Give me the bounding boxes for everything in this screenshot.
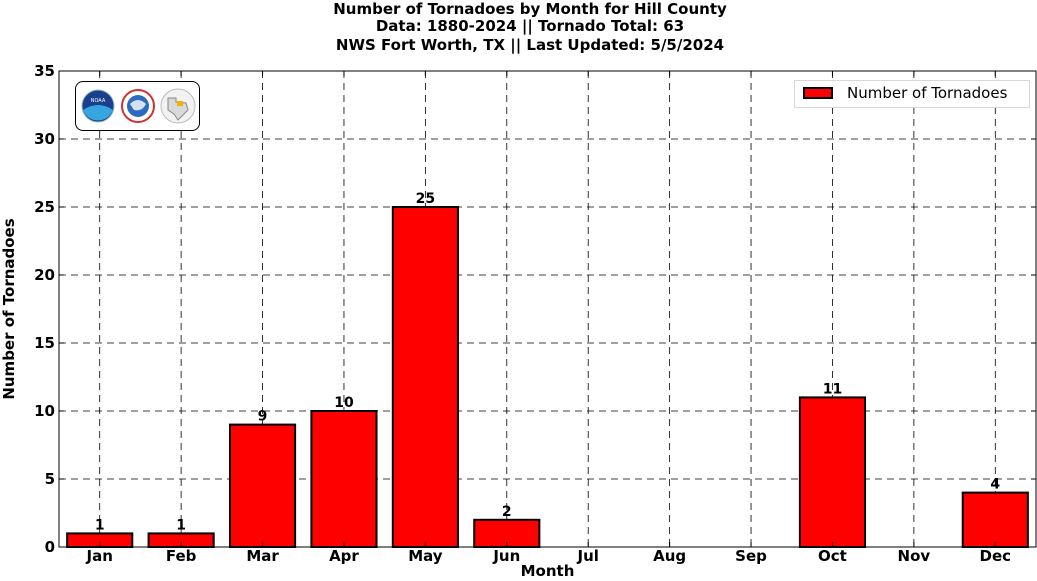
- y-tick-label: 10: [34, 402, 55, 420]
- noaa-logo-icon: NOAA: [81, 89, 115, 123]
- chart-title-line-1: Number of Tornadoes by Month for Hill Co…: [333, 0, 727, 18]
- data-label-mar: 9: [258, 409, 268, 425]
- data-label-jan: 1: [95, 517, 105, 533]
- y-axis-label: Number of Tornadoes: [0, 218, 18, 399]
- y-tick-label: 5: [45, 470, 55, 488]
- bar-may: [391, 206, 459, 548]
- data-label-oct: 11: [823, 381, 842, 397]
- data-label-apr: 10: [334, 395, 354, 411]
- data-label-may: 25: [416, 191, 435, 207]
- nws-logo-icon: [121, 89, 155, 123]
- agency-logos: NOAA: [75, 81, 200, 131]
- y-tick-label: 25: [34, 198, 55, 216]
- data-label-dec: 4: [990, 477, 1000, 493]
- x-tick-label: Oct: [818, 547, 847, 565]
- x-tick-label: Nov: [898, 547, 931, 565]
- legend-label: Number of Tornadoes: [847, 84, 1008, 102]
- y-tick-label: 20: [34, 266, 55, 284]
- x-tick-label: Jan: [86, 547, 113, 565]
- x-tick-label: Jun: [492, 547, 520, 565]
- svg-text:NOAA: NOAA: [91, 98, 106, 104]
- logos-graphic: NOAA: [81, 88, 196, 124]
- y-tick-label: 30: [34, 130, 55, 148]
- x-tick-label: Sep: [735, 547, 767, 565]
- data-label-jun: 2: [502, 504, 512, 520]
- x-axis: Jan Feb Mar Apr May Jun Jul Aug Sep Oct Nov Dec: [86, 71, 1012, 565]
- y-tick-label: 15: [34, 334, 55, 352]
- x-axis-label: Month: [521, 562, 575, 580]
- chart-title-line-3: NWS Fort Worth, TX || Last Updated: 5/5/…: [335, 36, 725, 54]
- y-tick-label: 0: [45, 538, 55, 556]
- bar-oct: [798, 396, 867, 548]
- data-label-feb: 1: [176, 517, 186, 533]
- bar-apr: [310, 410, 378, 548]
- x-tick-label: May: [408, 547, 443, 565]
- x-tick-label: Dec: [980, 547, 1012, 565]
- x-tick-label: Mar: [246, 547, 279, 565]
- x-tick-label: Aug: [653, 547, 686, 565]
- x-tick-label: Jul: [577, 547, 599, 565]
- y-tick-label: 35: [34, 62, 55, 80]
- legend-swatch: [803, 87, 833, 99]
- legend: Number of Tornadoes: [794, 80, 1030, 108]
- chart-title-line-2: Data: 1880-2024 || Tornado Total: 63: [375, 17, 685, 35]
- plot-frame: [58, 70, 1037, 548]
- x-tick-label: Feb: [166, 547, 197, 565]
- bar-dec: [961, 491, 1029, 549]
- y-axis: 0 5 10 15 20 25 30 35: [34, 62, 1036, 556]
- x-tick-label: Apr: [329, 547, 359, 565]
- bars: [66, 206, 1029, 549]
- texas-map-logo-icon: [160, 88, 196, 124]
- gridlines: [59, 71, 1036, 547]
- bar-jun: [473, 518, 541, 548]
- bar-mar: [228, 423, 297, 549]
